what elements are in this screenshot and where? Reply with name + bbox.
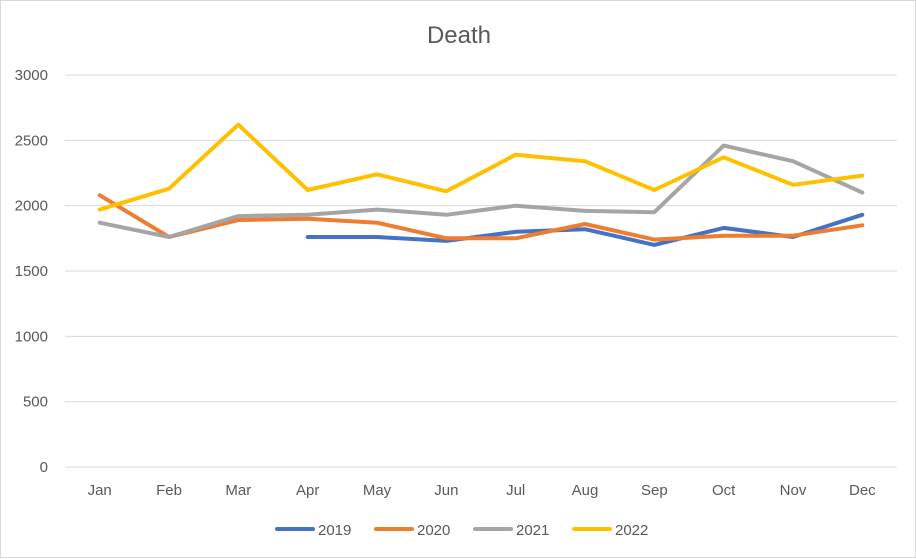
series-line-2021 [97,143,865,239]
x-tick-label: Apr [296,482,319,499]
x-tick-label: Nov [780,482,807,499]
grid-lines [65,74,897,468]
x-tick-label: Mar [225,482,251,499]
y-tick-label: 3000 [15,67,48,84]
x-tick-label: Aug [572,482,599,499]
legend-label: 2019 [318,522,351,539]
series-line-2020 [97,193,865,242]
legend: 2019 2020 2021 2022 [275,522,648,539]
y-tick-label: 2000 [15,198,48,215]
y-tick-label: 1500 [15,263,48,280]
x-tick-label: Feb [156,482,182,499]
x-axis-ticks: Jan Feb Mar Apr May Jun Jul Aug Sep Oct Nov Dec [88,482,877,499]
y-tick-label: 2500 [15,132,48,149]
legend-label: 2022 [615,522,648,539]
legend-label: 2021 [516,522,549,539]
series-line-2022 [97,122,865,212]
chart-title: Death [427,22,491,49]
x-tick-label: Sep [641,482,668,499]
series-line-2019 [305,212,865,247]
x-tick-label: Oct [712,482,736,499]
x-tick-label: Jan [88,482,112,499]
series-lines [97,122,865,247]
legend-label: 2020 [417,522,450,539]
y-tick-label: 0 [40,459,48,476]
x-tick-label: Dec [849,482,876,499]
x-tick-label: May [363,482,392,499]
y-tick-label: 500 [23,394,48,411]
y-axis-ticks: 0 500 1000 1500 2000 2500 3000 [15,67,48,476]
x-tick-label: Jun [434,482,458,499]
x-tick-label: Jul [506,482,525,499]
y-tick-label: 1000 [15,328,48,345]
